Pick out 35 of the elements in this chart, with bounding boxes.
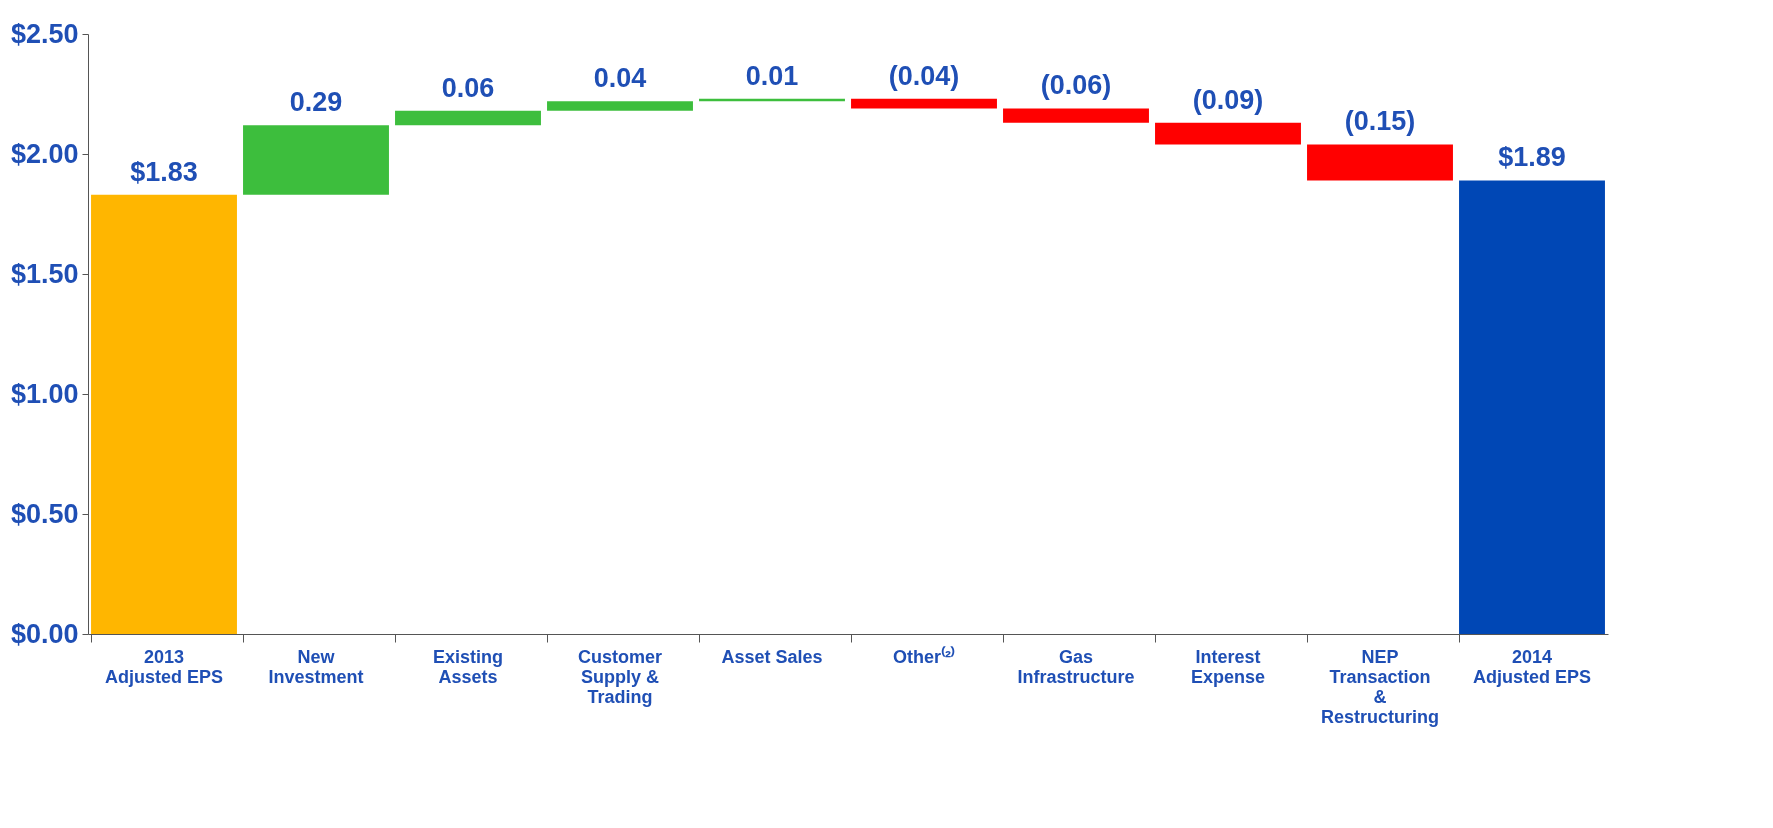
data-label: 0.29 xyxy=(289,87,343,118)
data-label: 0.04 xyxy=(593,63,647,94)
bar xyxy=(243,125,389,195)
x-tick-label: New Investment xyxy=(268,646,364,687)
x-tick-label: 2014 Adjusted EPS xyxy=(1472,646,1592,687)
x-tick-label: Asset Sales xyxy=(721,646,823,667)
data-label: (0.09) xyxy=(1192,84,1264,115)
x-tick-label: Other⁽²⁾ xyxy=(893,645,955,667)
data-label: (0.15) xyxy=(1344,106,1416,137)
y-tick-label: $0.00 xyxy=(10,618,79,649)
data-label: $1.83 xyxy=(130,156,198,187)
y-tick-label: $1.50 xyxy=(10,258,79,289)
data-label: $1.89 xyxy=(1498,142,1566,173)
y-tick-label: $2.00 xyxy=(10,138,79,169)
x-tick-label: Customer Supply & Trading xyxy=(577,646,663,707)
x-tick-label: NEP Transaction & Restructuring xyxy=(1320,646,1440,727)
bar xyxy=(1307,144,1453,181)
data-label: 0.06 xyxy=(441,72,495,103)
bar xyxy=(1003,108,1149,123)
bar xyxy=(1155,122,1301,145)
y-tick-label: $1.00 xyxy=(10,378,79,409)
data-label: (0.06) xyxy=(1040,70,1112,101)
data-label: 0.01 xyxy=(745,60,799,91)
data-label: (0.04) xyxy=(888,60,960,91)
y-tick-label: $2.50 xyxy=(10,18,79,49)
x-tick-label: Existing Assets xyxy=(432,646,504,687)
bar xyxy=(547,101,693,111)
bar xyxy=(395,110,541,126)
x-tick-label: Interest Expense xyxy=(1190,646,1266,687)
x-tick-label: 2013 Adjusted EPS xyxy=(104,646,224,687)
bar xyxy=(851,98,997,109)
bar xyxy=(1459,180,1605,634)
x-tick-label: Gas Infrastructure xyxy=(1017,646,1135,687)
y-tick-label: $0.50 xyxy=(10,498,79,529)
bar xyxy=(91,194,237,634)
